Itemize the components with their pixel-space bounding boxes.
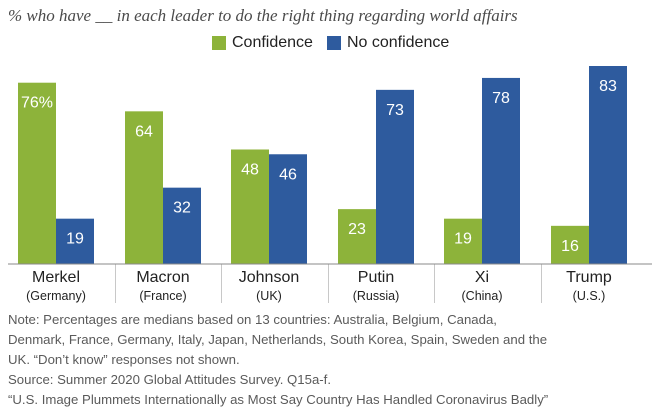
- category-sublabel-putin: (Russia): [353, 289, 400, 303]
- data-label-no-confidence-johnson: 46: [279, 166, 297, 183]
- bar-confidence-macron: [125, 111, 163, 264]
- bar-no-confidence-trump: [589, 66, 627, 264]
- note-line: Denmark, France, Germany, Italy, Japan, …: [8, 332, 548, 347]
- category-sublabel-merkel: (Germany): [26, 289, 86, 303]
- bar-confidence-merkel: [18, 82, 56, 264]
- data-label-no-confidence-putin: 73: [386, 102, 404, 119]
- bar-confidence-johnson: [231, 149, 269, 264]
- category-label-putin: Putin: [358, 269, 394, 286]
- bar-no-confidence-putin: [376, 89, 414, 264]
- data-label-no-confidence-merkel: 19: [66, 231, 84, 248]
- data-label-confidence-johnson: 48: [241, 161, 259, 178]
- category-label-macron: Macron: [136, 269, 189, 286]
- report-title-line: “U.S. Image Plummets Internationally as …: [8, 392, 549, 407]
- note-line: Note: Percentages are medians based on 1…: [8, 312, 497, 327]
- bar-no-confidence-johnson: [269, 154, 307, 264]
- category-label-trump: Trump: [566, 269, 612, 286]
- data-label-confidence-xi: 19: [454, 231, 472, 248]
- chart-title: % who have __ in each leader to do the r…: [8, 6, 518, 25]
- bar-no-confidence-macron: [163, 187, 201, 264]
- category-label-xi: Xi: [475, 269, 489, 286]
- bar-chart: 76% 19 Merkel (Germany) 64 32 Macron (France) 48…: [8, 66, 652, 303]
- legend-label-no-confidence: No confidence: [346, 34, 450, 51]
- data-label-no-confidence-trump: 83: [599, 78, 617, 95]
- category-sublabel-xi: (China): [462, 289, 503, 303]
- category-sublabel-trump: (U.S.): [573, 289, 606, 303]
- data-label-confidence-merkel: 76%: [21, 95, 53, 112]
- category-label-johnson: Johnson: [239, 269, 300, 286]
- bar-confidence-putin: [338, 209, 376, 264]
- bar-confidence-trump: [551, 225, 589, 264]
- note-line: UK. “Don’t know” responses not shown.: [8, 352, 240, 367]
- bar-no-confidence-xi: [482, 77, 520, 265]
- legend-swatch-no-confidence: [326, 36, 341, 50]
- bar-no-confidence-merkel: [56, 218, 94, 264]
- category-sublabel-macron: (France): [139, 289, 186, 303]
- legend-item-confidence: Confidence: [212, 34, 313, 52]
- data-label-confidence-macron: 64: [135, 123, 153, 140]
- legend-swatch-confidence: [212, 36, 226, 50]
- data-label-confidence-trump: 16: [561, 238, 579, 255]
- data-label-no-confidence-xi: 78: [492, 90, 510, 107]
- category-sublabel-johnson: (UK): [256, 289, 282, 303]
- legend-item-no-confidence: No confidence: [326, 34, 450, 52]
- category-label-merkel: Merkel: [32, 269, 80, 286]
- legend-label-confidence: Confidence: [232, 34, 313, 51]
- legend: Confidence No confidence: [212, 34, 449, 52]
- source-line: Source: Summer 2020 Global Attitudes Sur…: [8, 372, 332, 387]
- data-label-no-confidence-macron: 32: [173, 200, 191, 217]
- data-label-confidence-putin: 23: [348, 221, 366, 238]
- bar-confidence-xi: [444, 218, 482, 264]
- notes: Note: Percentages are medians based on 1…: [8, 310, 658, 410]
